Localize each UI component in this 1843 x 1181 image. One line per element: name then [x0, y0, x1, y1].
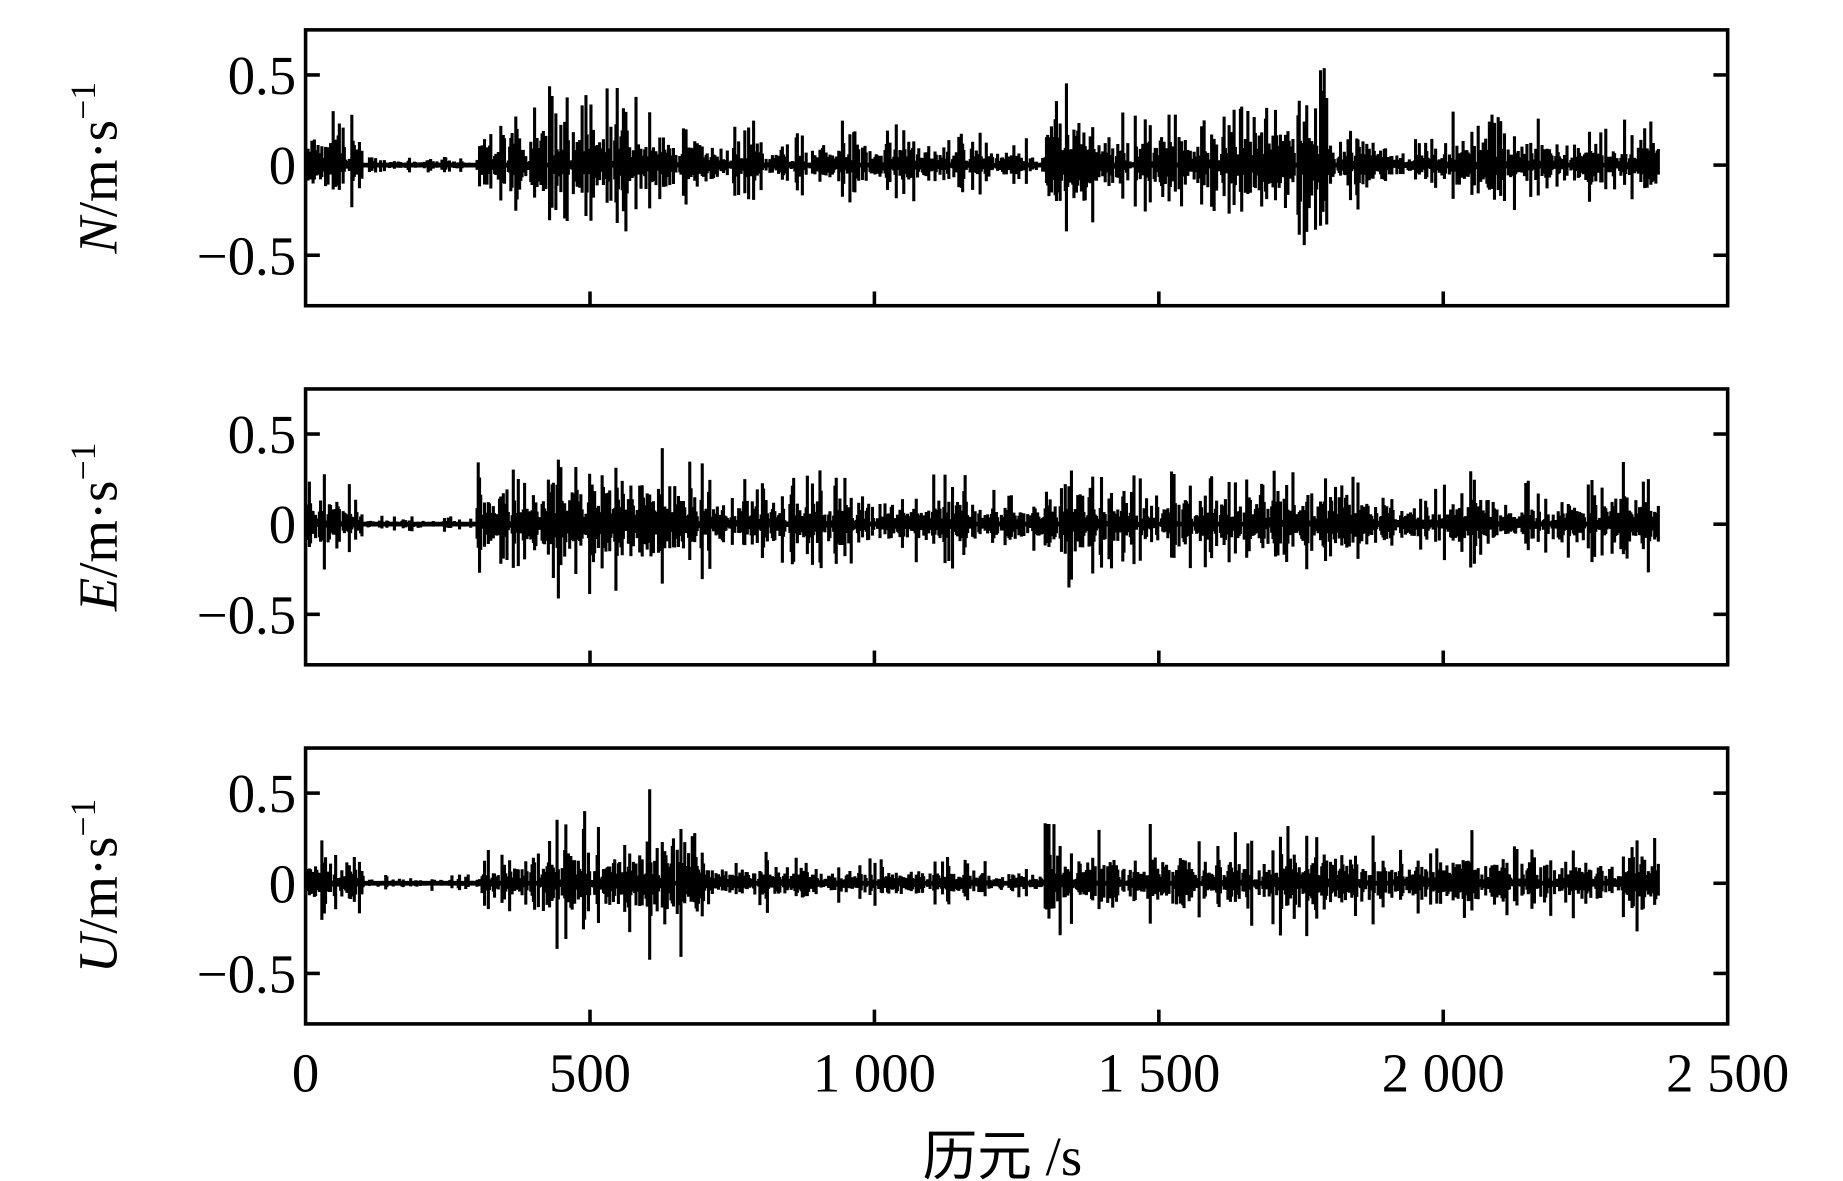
plot-frame	[303, 387, 1730, 667]
x-tick-label: 1 000	[813, 1043, 936, 1104]
panel-u: −0.5 0 0.5 U/m·s−1	[63, 746, 1730, 1026]
x-tick-label: 1 500	[1097, 1043, 1220, 1104]
plot-frame	[303, 28, 1730, 308]
y-tick-label: 0.5	[228, 404, 296, 465]
panel-e: −0.5 0 0.5 E/m·s−1	[63, 387, 1730, 667]
y-axis-label: E/m·s−1	[63, 443, 128, 613]
x-tick-label: 2 000	[1382, 1043, 1505, 1104]
x-axis-label: 历元 /s	[923, 1126, 1083, 1181]
y-axis-label: N/m·s−1	[63, 82, 128, 255]
y-tick-label: −0.5	[197, 584, 296, 645]
x-tick-labels: 0 500 1 000 1 500 2 000 2 500	[292, 1043, 1789, 1104]
y-axis-label: U/m·s−1	[63, 799, 128, 974]
panel-n: −0.5 0 0.5 N/m·s−1	[63, 28, 1730, 308]
series-line	[304, 68, 1660, 246]
y-tick-label: 0	[269, 853, 296, 914]
plot-frame	[303, 746, 1730, 1026]
series-line	[304, 789, 1660, 960]
y-tick-label: 0.5	[228, 45, 296, 106]
y-tick-label: −0.5	[197, 943, 296, 1004]
y-tick-label: 0	[269, 135, 296, 196]
y-tick-label: 0.5	[228, 763, 296, 824]
x-tick-label: 500	[549, 1043, 631, 1104]
x-tick-label: 0	[292, 1043, 319, 1104]
y-tick-label: 0	[269, 494, 296, 555]
x-tick-label: 2 500	[1666, 1043, 1789, 1104]
y-tick-label: −0.5	[197, 225, 296, 286]
